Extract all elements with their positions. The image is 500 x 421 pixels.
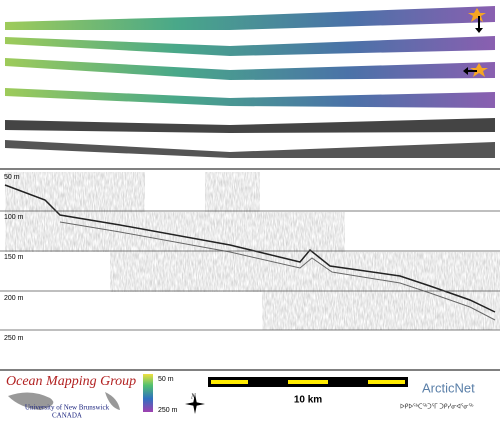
- logo-map: [8, 392, 120, 410]
- swath-strip: [5, 88, 495, 108]
- partner-name: ArcticNet: [422, 380, 475, 395]
- country: CANADA: [52, 412, 82, 420]
- data-block: [5, 212, 345, 252]
- footer: Ocean Mapping Group University of New Br…: [6, 374, 475, 420]
- partner-syllabics: ᐅᑭᐅᖅᑕᖅᑐᕐᒥ ᑐᑭᓯᓂᐊᕐᓂᖅ: [400, 404, 474, 411]
- swath-map: [5, 6, 495, 158]
- depth-label: 200 m: [4, 295, 24, 302]
- data-block: [110, 252, 500, 292]
- data-block: [262, 292, 500, 330]
- seafloor: [4, 184, 496, 321]
- swath-strip: [5, 118, 495, 133]
- depth-lines: [0, 210, 500, 331]
- color-bar-top: 50 m: [158, 376, 174, 383]
- scale-label: 10 km: [294, 395, 322, 406]
- direction-arrows: [463, 8, 488, 77]
- swath-strip: [5, 140, 495, 158]
- depth-label: 50 m: [4, 174, 20, 181]
- swath-strip: [5, 58, 495, 80]
- org-title: Ocean Mapping Group: [6, 374, 136, 389]
- north-label: N: [190, 393, 196, 401]
- subbottom-profile: 50 m 100 m 150 m 200 m 250 m: [0, 172, 500, 342]
- university: University of New Brunswick: [25, 404, 110, 412]
- swath-strip: [5, 36, 495, 56]
- swath-strip: [5, 6, 495, 30]
- scale-bar: [208, 377, 408, 387]
- color-bar-bottom: 250 m: [158, 407, 178, 414]
- color-bar: [143, 374, 153, 412]
- depth-label: 100 m: [4, 214, 24, 221]
- data-block: [5, 172, 145, 212]
- north-arrow: N: [185, 393, 205, 414]
- depth-label: 150 m: [4, 254, 24, 261]
- depth-label: 250 m: [4, 335, 24, 342]
- data-block: [205, 172, 260, 212]
